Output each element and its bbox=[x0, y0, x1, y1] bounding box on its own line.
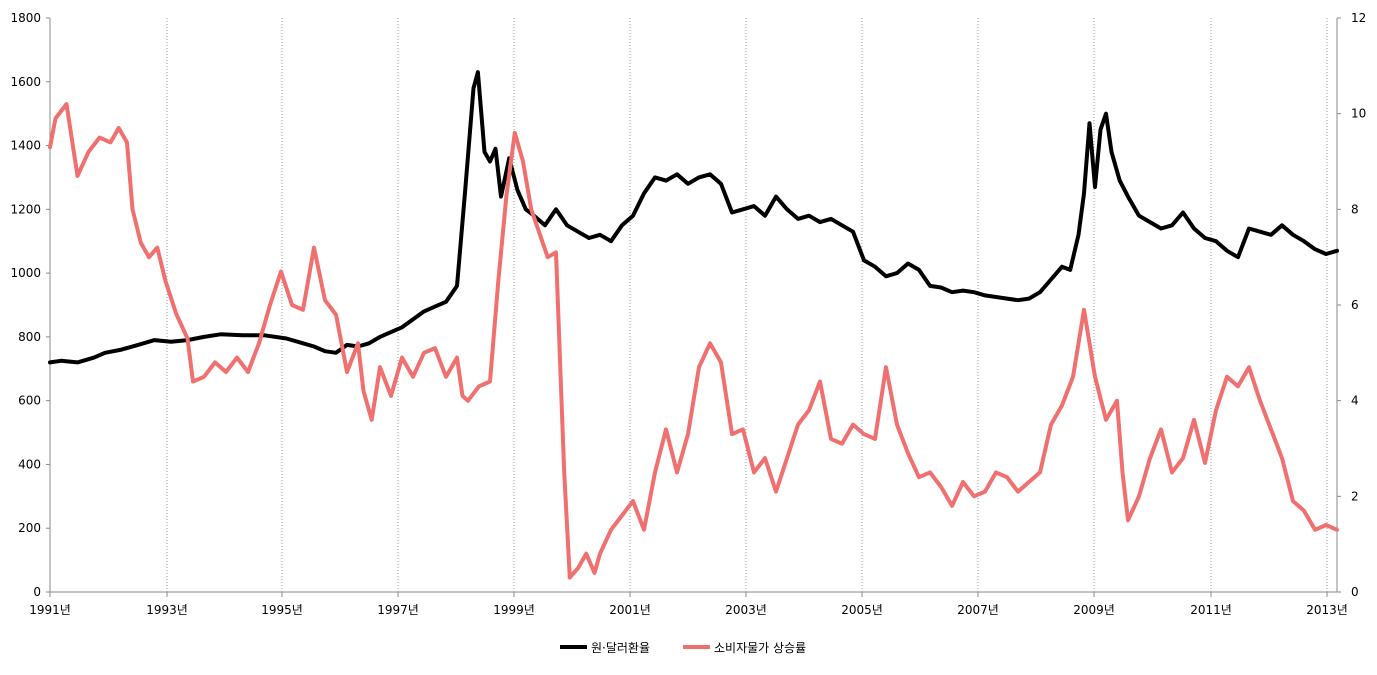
x-tick-label: 1991년 bbox=[29, 603, 71, 617]
x-tick-label: 2011년 bbox=[1190, 603, 1232, 617]
legend: 원·달러환율 소비자물가 상승률 bbox=[560, 641, 806, 655]
y-left-tick-label: 1400 bbox=[10, 139, 41, 153]
y-left-tick-label: 1800 bbox=[10, 11, 41, 25]
x-tick-label: 1999년 bbox=[493, 603, 535, 617]
legend-label-cpi: 소비자물가 상승률 bbox=[714, 641, 806, 655]
grid bbox=[166, 18, 1328, 592]
y-left-tick-label: 1000 bbox=[10, 266, 41, 280]
y-left-tick-label: 1600 bbox=[10, 75, 41, 89]
x-tick-label: 2001년 bbox=[609, 603, 651, 617]
x-tick-label: 1993년 bbox=[146, 603, 188, 617]
axes: 1991년 1993년 1995년 1997년 1999년 2001년 2003년 2005년… bbox=[10, 11, 1366, 617]
x-tick-label: 2013년 bbox=[1306, 603, 1348, 617]
x-tick-label: 1995년 bbox=[261, 603, 303, 617]
x-tick-label: 2005년 bbox=[841, 603, 883, 617]
y-left-tick-label: 400 bbox=[18, 457, 41, 471]
x-tick-label: 2007년 bbox=[957, 603, 999, 617]
x-tick-label: 2003년 bbox=[725, 603, 767, 617]
y-right-tick-label: 8 bbox=[1351, 202, 1359, 216]
y-left-tick-label: 600 bbox=[18, 394, 41, 408]
x-tick-label: 2009년 bbox=[1073, 603, 1115, 617]
series-line-exchange-rate bbox=[48, 70, 1339, 365]
legend-label-exchange-rate: 원·달러환율 bbox=[591, 641, 650, 655]
series bbox=[48, 70, 1339, 580]
y-left-tick-label: 0 bbox=[33, 585, 41, 599]
y-left-tick-label: 1200 bbox=[10, 202, 41, 216]
y-right-tick-label: 12 bbox=[1351, 11, 1366, 25]
y-right-tick-label: 10 bbox=[1351, 107, 1366, 121]
y-left-tick-label: 200 bbox=[18, 521, 41, 535]
y-left-tick-label: 800 bbox=[18, 330, 41, 344]
y-right-tick-label: 2 bbox=[1351, 489, 1359, 503]
y-right-tick-label: 6 bbox=[1351, 298, 1359, 312]
y-right-tick-label: 4 bbox=[1351, 394, 1359, 408]
x-tick-label: 1997년 bbox=[377, 603, 419, 617]
y-right-tick-label: 0 bbox=[1351, 585, 1359, 599]
series-line-cpi bbox=[48, 102, 1339, 580]
